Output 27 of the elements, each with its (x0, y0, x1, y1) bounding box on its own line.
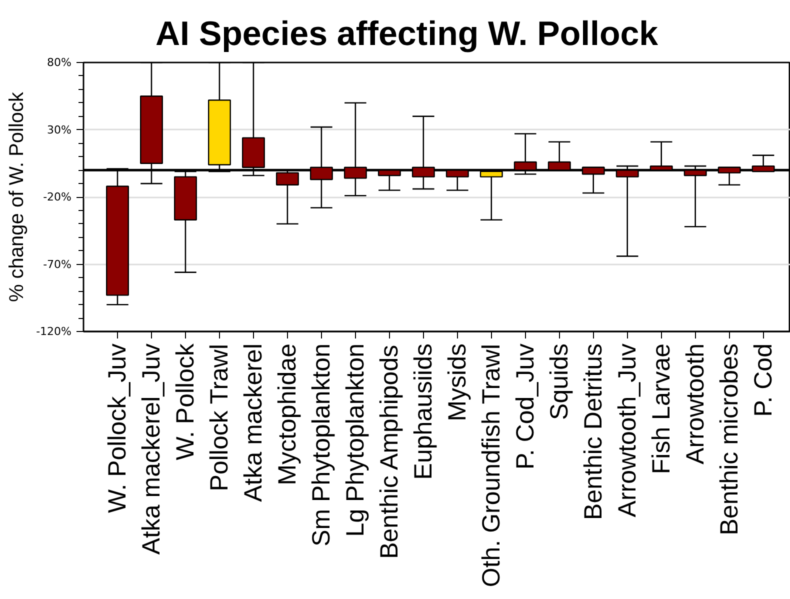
x-tick-label: Squids (545, 343, 574, 420)
x-tick-label: Pollock Trawl (205, 344, 234, 492)
y-tick-label: -20% (43, 190, 72, 204)
x-tick-label: Benthic microbes (715, 344, 744, 536)
x-tick-label: Arrowtooth_Juv (613, 343, 642, 518)
y-tick-label: 80% (47, 56, 72, 69)
x-tick-label: Oth. Groundfish Trawl (477, 344, 506, 588)
x-tick-label: Fish Larvae (647, 343, 676, 474)
x-tick-label: Sm Phytoplankton (307, 343, 336, 546)
x-tick-label: Myctophidae (273, 344, 302, 486)
x-tick-label: W. Pollock (171, 343, 200, 460)
chart-title: AI Species affecting W. Pollock (156, 15, 658, 53)
x-tick-label: Arrowtooth (681, 343, 710, 464)
x-tick-label: W. Pollock_Juv (103, 343, 132, 514)
y-tick-label: -120% (36, 325, 72, 338)
y-tick-label: 30% (47, 123, 72, 136)
x-tick-label: Euphausiids (409, 343, 438, 480)
x-tick-label: Benthic Amphipods (375, 344, 404, 559)
x-tick-label: Mysids (443, 343, 472, 422)
x-tick-label: Atka mackerel_Juv (137, 343, 166, 555)
x-tick-label: Atka mackerel (239, 343, 268, 502)
x-tick-label: P. Cod_Juv (511, 343, 540, 470)
x-tick-label: P. Cod (749, 343, 778, 417)
x-tick-label: Lg Phytoplankton (341, 344, 370, 537)
y-axis-title: % change of W. Pollock (6, 90, 28, 302)
y-tick-label: -70% (43, 258, 72, 271)
x-tick-label: Benthic Detritus (579, 343, 608, 520)
